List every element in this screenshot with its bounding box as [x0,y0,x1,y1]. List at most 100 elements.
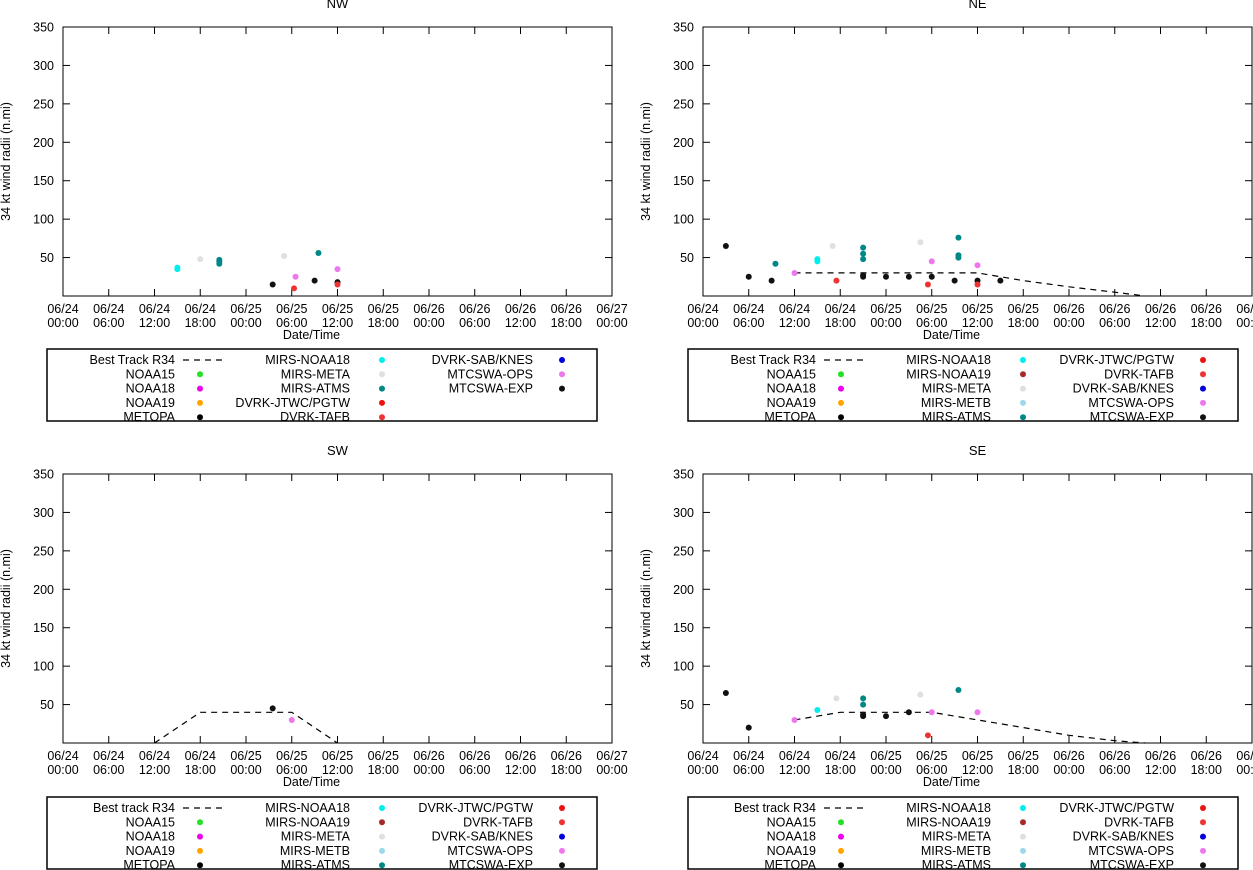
x-tick-time: 12:00 [139,316,170,330]
x-tick-time: 06:00 [916,316,947,330]
chart-title: SE [969,443,987,458]
legend-dot-symbol [379,805,385,811]
x-tick-time: 06:00 [459,316,490,330]
data-point [814,256,821,263]
legend-label: DVRK-SAB/KNES [432,830,533,844]
data-point [917,239,924,246]
legend-dot-symbol [379,833,385,840]
x-tick-time: 00:00 [1053,316,1084,330]
legend-label: MIRS-ATMS [922,410,991,424]
legend-label: NOAA19 [767,844,816,858]
legend-label: METOPA [764,410,816,424]
legend-dot-symbol [197,385,203,392]
x-tick-date: 06/25 [368,749,399,763]
legend-box [687,796,1239,870]
data-point [951,277,958,284]
legend-dot-symbol [1200,805,1206,811]
y-tick-label: 250 [673,544,694,558]
data-point [917,691,924,698]
x-tick-date: 06/24 [47,749,78,763]
x-tick-date: 06/27 [596,749,627,763]
legend-dot-symbol [1020,357,1026,363]
x-tick-date: 06/25 [1008,749,1039,763]
x-tick-date: 06/25 [962,749,993,763]
legend-label: MIRS-METB [280,844,350,858]
legend-label: MIRS-ATMS [281,858,350,870]
legend-dot-symbol [559,385,565,392]
x-tick-time: 06:00 [459,763,490,777]
legend-label: NOAA15 [767,815,816,829]
x-tick-date: 06/25 [322,749,353,763]
y-tick-label: 50 [40,251,54,265]
x-tick-time: 00:00 [1053,763,1084,777]
y-tick-label: 250 [33,97,54,111]
x-tick-date: 06/26 [551,749,582,763]
y-tick-label: 300 [673,506,694,520]
legend-dot-symbol [559,847,565,854]
legend-dot-symbol [559,357,565,363]
legend-label: NOAA15 [126,367,175,381]
data-point [772,260,779,267]
x-tick-date: 06/25 [870,749,901,763]
legend-box [687,348,1239,422]
legend-dot-symbol [838,862,844,869]
data-point [288,716,295,723]
data-point [291,285,298,292]
x-tick-time: 12:00 [505,316,536,330]
x-tick-time: 06:00 [1099,763,1130,777]
legend-dot-symbol [379,385,385,392]
legend-label: DVRK-TAFB [280,410,350,424]
x-tick-time: 06:00 [916,763,947,777]
legend-dot-symbol [379,357,385,363]
data-point [216,256,223,263]
x-tick-date: 06/27 [1236,302,1253,316]
data-point [955,686,962,693]
x-tick-date: 06/26 [1053,749,1084,763]
legend-label: MIRS-META [281,367,351,381]
x-tick-date: 06/26 [1145,749,1176,763]
legend-label: MIRS-NOAA18 [906,353,991,367]
x-tick-date: 06/24 [825,749,856,763]
y-tick-label: 250 [673,97,694,111]
data-point [974,262,981,269]
x-tick-date: 06/26 [413,749,444,763]
x-tick-date: 06/26 [459,302,490,316]
y-tick-label: 50 [40,698,54,712]
x-tick-date: 06/26 [1099,749,1130,763]
legend-dot-symbol [1020,819,1026,826]
legend-dot-symbol [1200,862,1206,869]
chart-panel-nw: NW5010015020025030035006/2400:0006/2406:… [0,0,628,424]
x-tick-time: 00:00 [687,763,718,777]
x-tick-date: 06/26 [551,302,582,316]
legend-dot-symbol [1020,805,1026,811]
legend-dot-symbol [559,833,565,840]
x-tick-date: 06/25 [322,302,353,316]
legend-label: DVRK-JTWC/PGTW [1059,353,1174,367]
y-axis-label: 34 kt wind radii (n.mi) [0,549,13,668]
legend-dot-symbol [1200,385,1206,392]
x-tick-date: 06/24 [93,302,124,316]
legend-dot-symbol [838,414,844,421]
legend-dot-symbol [197,862,203,869]
legend-label: MIRS-NOAA18 [265,353,350,367]
data-point [860,256,867,263]
legend-label: MIRS-ATMS [922,858,991,870]
legend-label: MTCSWA-OPS [447,844,533,858]
legend-label: Best Track R34 [731,353,816,367]
data-point [311,277,318,284]
data-point [860,273,867,280]
x-tick-time: 18:00 [1191,763,1222,777]
legend-label: MIRS-META [281,830,351,844]
y-tick-label: 200 [673,583,694,597]
best-track-line [794,272,1146,297]
data-point [860,695,867,702]
data-point [924,281,931,288]
legend-label: DVRK-JTWC/PGTW [235,396,350,410]
plot-frame [62,26,613,297]
x-tick-time: 18:00 [825,763,856,777]
legend-dot-symbol [1200,357,1206,363]
legend-dot-symbol [1020,414,1026,421]
